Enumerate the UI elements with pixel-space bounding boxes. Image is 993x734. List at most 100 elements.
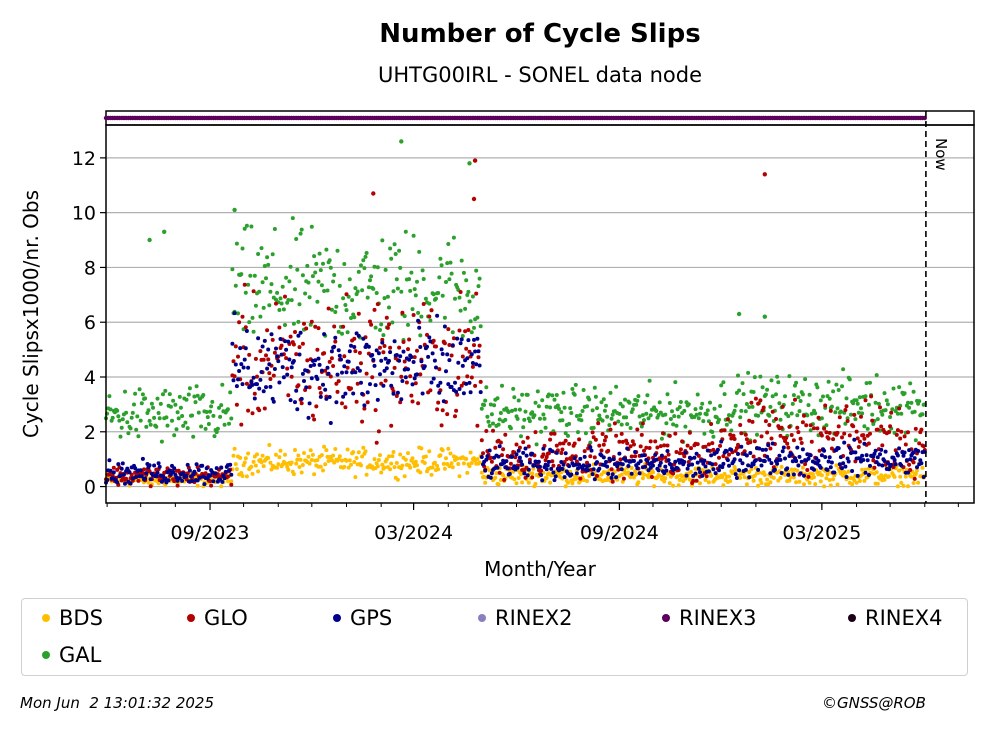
gps-point [842, 440, 847, 445]
glo-point [349, 386, 353, 391]
gal-point [152, 415, 157, 420]
gal-point [574, 414, 579, 418]
gal-point [789, 411, 794, 416]
gal-point [758, 374, 763, 379]
bds-point [626, 470, 631, 475]
gps-point [760, 447, 765, 452]
gps-point [289, 365, 294, 370]
gps-point [442, 324, 447, 329]
gal-point [175, 410, 180, 415]
gps-point [505, 466, 510, 471]
gps-point [200, 463, 205, 468]
gps-point [177, 476, 182, 481]
glo-point [400, 310, 405, 315]
gps-point [406, 367, 410, 372]
gal-point [825, 394, 830, 399]
bds-point [244, 474, 249, 479]
glo-point [561, 441, 566, 446]
gal-point [601, 397, 606, 402]
gps-point [643, 464, 648, 469]
gal-point [498, 411, 503, 415]
gps-point [298, 330, 303, 335]
bds-point [768, 480, 773, 485]
bds-point [897, 468, 902, 473]
gal-point [739, 408, 744, 413]
gal-point [775, 374, 780, 379]
gal-point [379, 322, 384, 327]
gal-point [566, 433, 570, 438]
gal-point [786, 414, 791, 419]
gal-point [382, 296, 387, 301]
gal-point [225, 407, 230, 412]
glo-point [784, 436, 789, 440]
glo-point [921, 444, 926, 449]
gal-point [205, 415, 210, 420]
glo-point [795, 425, 800, 430]
gal-point [446, 242, 451, 246]
gal-point [355, 289, 360, 294]
glo-point [410, 399, 415, 404]
gal-point [356, 269, 361, 274]
legend-label: RINEX3 [679, 606, 757, 630]
glo-point [674, 450, 679, 454]
glo-point [588, 454, 593, 459]
gal-outlier-point [467, 161, 472, 166]
glo-point [552, 431, 557, 436]
bds-point [455, 456, 460, 461]
gps-point [157, 464, 162, 469]
gal-point [645, 393, 650, 398]
gal-point [324, 247, 329, 252]
gps-point [527, 460, 532, 465]
gps-point [601, 455, 606, 460]
gal-point [482, 403, 487, 407]
glo-point [727, 452, 731, 457]
gps-point [536, 459, 541, 464]
gps-point [800, 447, 805, 452]
bds-point [246, 451, 251, 456]
gal-point [803, 377, 808, 382]
glo-point [457, 328, 462, 333]
bds-point [512, 477, 517, 482]
gal-point [648, 413, 653, 418]
gal-point [409, 270, 414, 275]
glo-point [354, 399, 359, 404]
glo-point [655, 445, 660, 450]
bds-point [800, 465, 805, 470]
gal-point [668, 417, 673, 421]
gal-point [706, 419, 711, 424]
gal-point [546, 392, 551, 397]
gps-point [274, 346, 278, 351]
gal-point [344, 308, 349, 313]
bds-point [468, 450, 473, 455]
gal-point [576, 430, 580, 435]
gal-point [448, 260, 453, 265]
gps-point [319, 368, 324, 373]
glo-point [642, 448, 646, 453]
gal-point [479, 406, 484, 411]
gps-point [597, 466, 602, 471]
glo-point [806, 474, 811, 479]
glo-point [713, 462, 718, 467]
glo-point [315, 347, 320, 352]
gps-point [781, 445, 786, 450]
glo-point [868, 431, 872, 436]
glo-point [435, 407, 440, 412]
glo-point [456, 375, 461, 380]
gal-point [583, 431, 588, 436]
bds-point [675, 474, 680, 479]
gps-point [166, 478, 171, 483]
glo-point [671, 471, 676, 476]
bds-point [332, 460, 337, 465]
gal-point [642, 418, 646, 423]
glo-point [225, 474, 230, 479]
glo-point [577, 437, 582, 442]
gps-point [816, 458, 821, 463]
gps-point [541, 446, 546, 451]
gps-point [864, 453, 869, 458]
bds-point [394, 461, 399, 465]
gps-point [873, 448, 878, 453]
gal-point [533, 400, 538, 405]
gps-point [479, 455, 484, 459]
gps-point [211, 479, 216, 484]
glo-point [415, 348, 419, 353]
